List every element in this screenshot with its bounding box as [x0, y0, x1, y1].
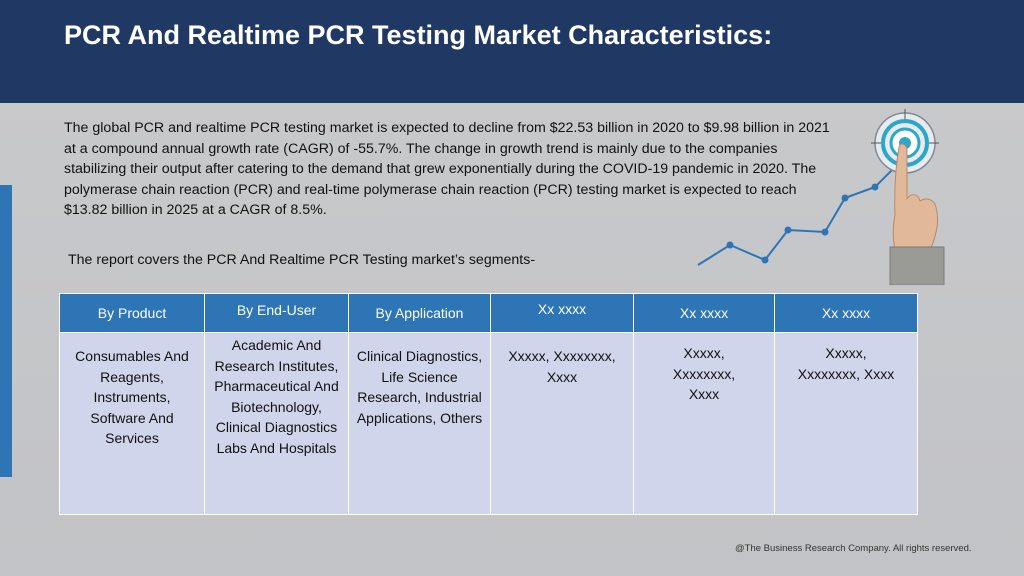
title-band: PCR And Realtime PCR Testing Market Char… [0, 0, 1024, 103]
segments-table: By Product By End-User By Application Xx… [59, 293, 918, 515]
table-cell: Clinical Diagnostics, Life Science Resea… [348, 332, 491, 515]
slide-title: PCR And Realtime PCR Testing Market Char… [64, 20, 773, 50]
growth-line-icon [697, 166, 896, 266]
column-header: Xx xxxx [490, 293, 634, 333]
column-header: Xx xxxx [633, 293, 775, 333]
table-row: Consumables And Reagents, Instruments, S… [59, 332, 918, 515]
table-cell: Academic And Research Institutes, Pharma… [204, 332, 349, 515]
intro-paragraph: The global PCR and realtime PCR testing … [64, 120, 830, 219]
column-header: By Product [59, 293, 205, 333]
copyright-footer: @The Business Research Company. All righ… [735, 543, 972, 554]
column-header: Xx xxxx [774, 293, 918, 333]
segments-note: The report covers the PCR And Realtime P… [68, 252, 536, 268]
column-header: By Application [348, 293, 491, 333]
table-cell: Xxxxx, Xxxxxxxx, Xxxx [633, 332, 775, 515]
table-header-row: By Product By End-User By Application Xx… [59, 293, 918, 333]
table-cell: Xxxxx, Xxxxxxxx, Xxxx [490, 332, 634, 515]
pointing-hand-icon [889, 143, 945, 285]
column-header: By End-User [204, 293, 349, 333]
growth-illustration [697, 109, 945, 285]
table-cell: Consumables And Reagents, Instruments, S… [59, 332, 205, 515]
table-cell: Xxxxx, Xxxxxxxx, Xxxx [774, 332, 918, 515]
left-accent-bar [0, 185, 12, 477]
